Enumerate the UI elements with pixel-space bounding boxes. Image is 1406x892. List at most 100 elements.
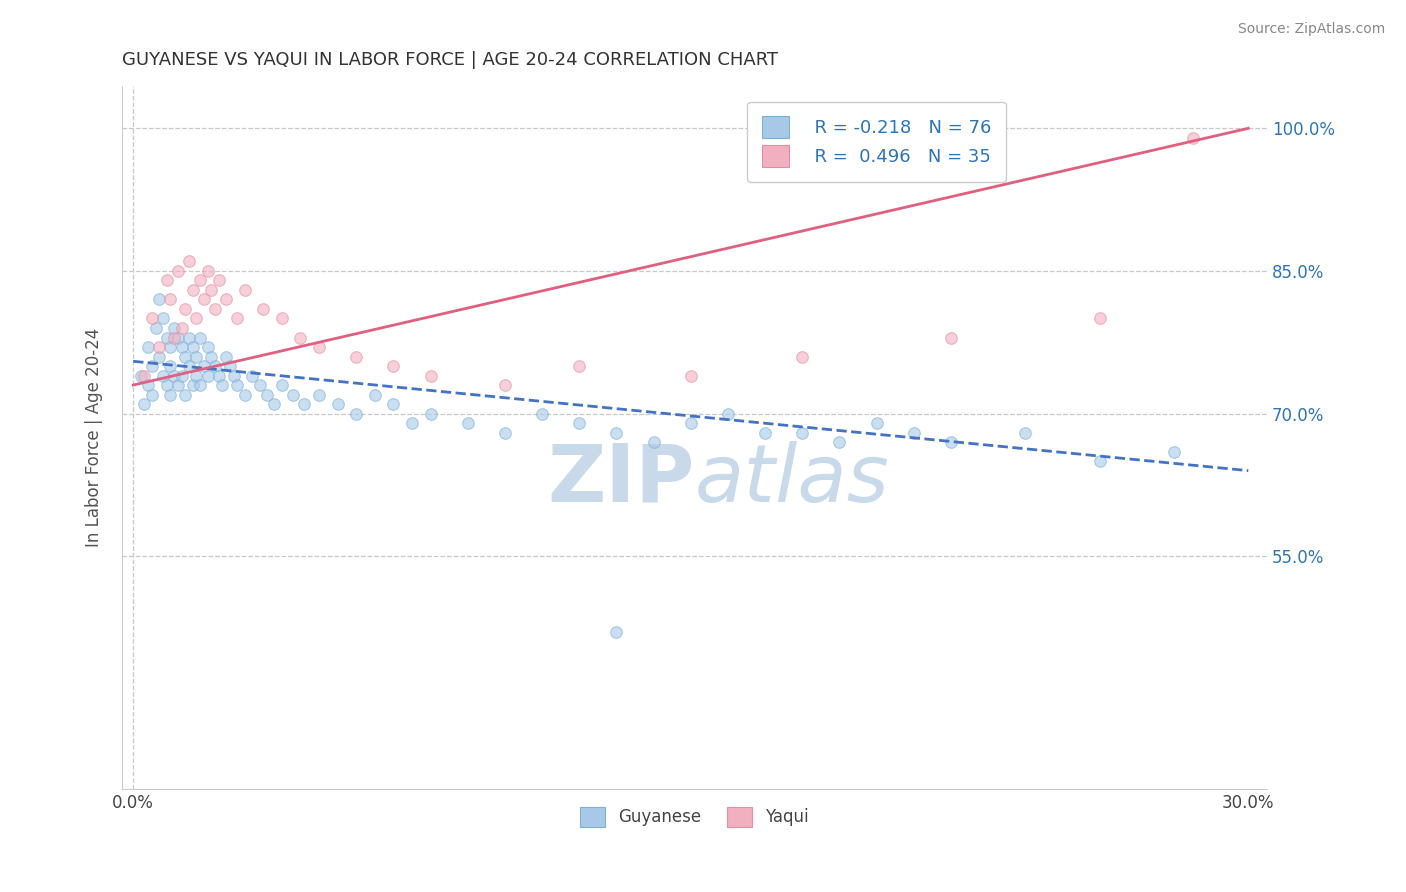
Point	[939, 435, 962, 450]
Point	[197, 264, 219, 278]
Point	[186, 311, 208, 326]
Point	[281, 387, 304, 401]
Point	[344, 407, 367, 421]
Text: GUYANESE VS YAQUI IN LABOR FORCE | AGE 20-24 CORRELATION CHART: GUYANESE VS YAQUI IN LABOR FORCE | AGE 2…	[122, 51, 778, 69]
Point	[382, 397, 405, 411]
Point	[1181, 131, 1204, 145]
Point	[197, 340, 219, 354]
Text: Source: ZipAtlas.com: Source: ZipAtlas.com	[1237, 22, 1385, 37]
Point	[208, 273, 231, 287]
Point	[792, 350, 814, 364]
Point	[159, 293, 181, 307]
Point	[134, 368, 156, 383]
Point	[308, 340, 330, 354]
Point	[163, 321, 186, 335]
Point	[419, 368, 441, 383]
Point	[181, 340, 204, 354]
Point	[148, 293, 170, 307]
Point	[754, 425, 776, 440]
Point	[215, 350, 238, 364]
Point	[170, 321, 193, 335]
Point	[163, 368, 186, 383]
Point	[145, 321, 167, 335]
Point	[148, 350, 170, 364]
Point	[181, 283, 204, 297]
Point	[152, 311, 174, 326]
Point	[457, 416, 479, 430]
Point	[141, 359, 163, 373]
Point	[531, 407, 554, 421]
Point	[939, 330, 962, 344]
Point	[1088, 311, 1111, 326]
Point	[605, 625, 627, 640]
Point	[136, 340, 159, 354]
Point	[204, 301, 226, 316]
Point	[200, 350, 222, 364]
Point	[568, 416, 591, 430]
Point	[494, 425, 516, 440]
Y-axis label: In Labor Force | Age 20-24: In Labor Force | Age 20-24	[86, 327, 103, 547]
Point	[193, 293, 215, 307]
Point	[211, 378, 233, 392]
Point	[166, 330, 188, 344]
Point	[177, 254, 200, 268]
Point	[159, 359, 181, 373]
Point	[170, 368, 193, 383]
Point	[159, 387, 181, 401]
Point	[1163, 444, 1185, 458]
Point	[419, 407, 441, 421]
Point	[222, 368, 245, 383]
Point	[141, 311, 163, 326]
Point	[204, 359, 226, 373]
Point	[181, 378, 204, 392]
Point	[188, 330, 211, 344]
Point	[177, 359, 200, 373]
Point	[256, 387, 278, 401]
Point	[159, 340, 181, 354]
Point	[1088, 454, 1111, 468]
Point	[218, 359, 240, 373]
Point	[188, 273, 211, 287]
Point	[249, 378, 271, 392]
Point	[292, 397, 315, 411]
Point	[679, 416, 702, 430]
Point	[717, 407, 740, 421]
Point	[308, 387, 330, 401]
Point	[364, 387, 387, 401]
Point	[382, 359, 405, 373]
Point	[170, 340, 193, 354]
Point	[326, 397, 349, 411]
Point	[240, 368, 263, 383]
Point	[174, 387, 197, 401]
Text: ZIP: ZIP	[547, 441, 695, 518]
Point	[177, 330, 200, 344]
Point	[141, 387, 163, 401]
Point	[290, 330, 312, 344]
Point	[152, 368, 174, 383]
Point	[156, 330, 179, 344]
Point	[233, 387, 256, 401]
Point	[679, 368, 702, 383]
Point	[865, 416, 887, 430]
Point	[903, 425, 925, 440]
Point	[174, 350, 197, 364]
Point	[200, 283, 222, 297]
Point	[148, 340, 170, 354]
Point	[186, 368, 208, 383]
Point	[233, 283, 256, 297]
Point	[186, 350, 208, 364]
Point	[156, 273, 179, 287]
Point	[156, 378, 179, 392]
Point	[270, 378, 292, 392]
Point	[129, 368, 152, 383]
Point	[270, 311, 292, 326]
Point	[166, 264, 188, 278]
Point	[828, 435, 851, 450]
Point	[188, 378, 211, 392]
Point	[226, 378, 249, 392]
Point	[494, 378, 516, 392]
Point	[166, 378, 188, 392]
Point	[263, 397, 285, 411]
Point	[163, 330, 186, 344]
Point	[134, 397, 156, 411]
